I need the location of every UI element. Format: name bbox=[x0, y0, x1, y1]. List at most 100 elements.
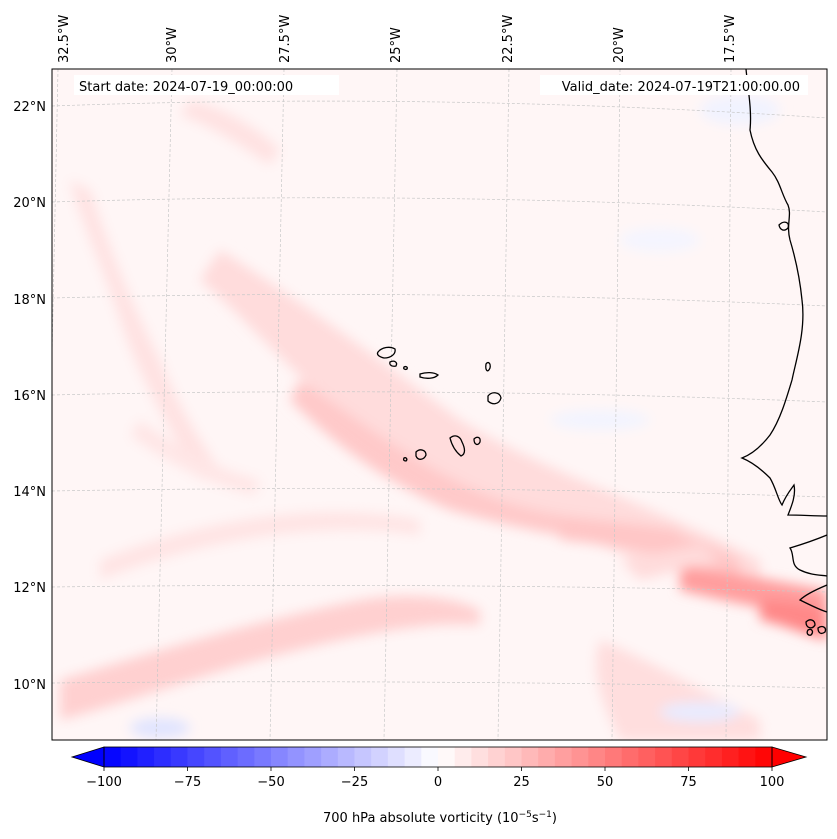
colorbar-cell bbox=[154, 747, 172, 767]
start-date-text: Start date: 2024-07-19_00:00:00 bbox=[79, 80, 293, 95]
lon-label: 27.5°W bbox=[278, 15, 293, 63]
colorbar-label: 700 hPa absolute vorticity (10−5s−1) bbox=[323, 810, 557, 826]
graticule-meridian bbox=[155, 69, 173, 740]
cabo-verde-sal bbox=[485, 361, 491, 372]
graticule-parallel bbox=[52, 294, 827, 307]
colorbar-cell bbox=[271, 747, 289, 767]
latitude-labels: 22°N 20°N 18°N 16°N 14°N 12°N 10°N bbox=[13, 100, 46, 693]
map-background bbox=[52, 69, 827, 740]
graticule-parallel bbox=[52, 584, 827, 593]
vorticity-band bbox=[200, 250, 760, 600]
colorbar-cell bbox=[705, 747, 723, 767]
colorbar-tick-label: −25 bbox=[341, 775, 368, 790]
colorbar-cell bbox=[588, 747, 606, 767]
colorbar-cell bbox=[655, 747, 673, 767]
colorbar-cell bbox=[454, 747, 472, 767]
lat-label: 10°N bbox=[13, 678, 46, 693]
vorticity-field bbox=[60, 95, 827, 740]
colorbar-cell bbox=[187, 747, 205, 767]
colorbar-cell bbox=[554, 747, 573, 767]
graticule-meridian bbox=[497, 69, 510, 740]
colorbar-cell bbox=[471, 747, 489, 767]
colorbar-cell bbox=[337, 747, 356, 767]
cabo-verde-sao-nicolau bbox=[419, 371, 439, 379]
colorbar-cell bbox=[538, 747, 556, 767]
graticule-parallel bbox=[52, 391, 827, 403]
graticule bbox=[52, 69, 827, 740]
colorbar-cell bbox=[137, 747, 155, 767]
vorticity-band bbox=[180, 100, 280, 165]
colorbar-cell bbox=[287, 747, 305, 767]
colorbar-tick-label: 25 bbox=[513, 775, 530, 790]
vorticity-band bbox=[130, 420, 260, 495]
colorbar-cell bbox=[721, 747, 740, 767]
vorticity-negative-patch bbox=[660, 702, 740, 722]
colorbar-cell bbox=[605, 747, 623, 767]
colorbar: −100 −75 −50 −25 0 25 50 75 100 700 hPa absolute… bbox=[70, 746, 808, 826]
colorbar-cell bbox=[220, 747, 239, 767]
colorbar-cell bbox=[421, 747, 439, 767]
bijagos-islands bbox=[806, 628, 814, 636]
colorbar-cell bbox=[354, 747, 372, 767]
colorbar-tick-label: 50 bbox=[597, 775, 614, 790]
lat-label: 22°N bbox=[13, 100, 46, 115]
vorticity-negative-patch bbox=[700, 95, 780, 125]
start-date-background bbox=[74, 75, 339, 95]
lon-label: 17.5°W bbox=[723, 15, 738, 63]
colorbar-tick-label: 0 bbox=[434, 775, 442, 790]
colorbar-cell bbox=[120, 747, 138, 767]
graticule-parallel bbox=[52, 100, 827, 119]
colorbar-cell bbox=[387, 747, 406, 767]
colorbar-cell bbox=[488, 747, 506, 767]
coastlines bbox=[376, 69, 827, 636]
cabo-verde-fogo bbox=[415, 449, 427, 460]
vorticity-negative-patch bbox=[130, 718, 190, 738]
cabo-verde-boa-vista bbox=[487, 392, 502, 405]
vorticity-band bbox=[100, 512, 420, 580]
lat-label: 20°N bbox=[13, 196, 46, 211]
bijagos-islands bbox=[805, 619, 816, 629]
colorbar-cell bbox=[438, 747, 456, 767]
valid-date-background bbox=[540, 75, 808, 95]
colorbar-cell bbox=[204, 747, 222, 767]
colorbar-cell bbox=[404, 747, 422, 767]
colorbar-cell bbox=[104, 747, 122, 767]
cabo-verde-santa-luzia bbox=[403, 365, 408, 371]
lat-label: 16°N bbox=[13, 389, 46, 404]
vorticity-negative-patch bbox=[550, 410, 650, 430]
lon-label: 32.5°W bbox=[57, 15, 72, 63]
map-frame bbox=[51, 68, 828, 741]
graticule-meridian bbox=[611, 69, 621, 740]
lon-label: 30°W bbox=[165, 27, 180, 63]
lon-label: 22.5°W bbox=[501, 15, 516, 63]
graticule-meridian bbox=[269, 69, 285, 740]
colorbar-cell bbox=[671, 747, 690, 767]
colorbar-cell bbox=[571, 747, 589, 767]
colorbar-ticks: −100 −75 −50 −25 0 25 50 75 100 bbox=[86, 767, 784, 790]
colorbar-cell bbox=[321, 747, 339, 767]
colorbar-cell bbox=[304, 747, 322, 767]
mauritania-inlet bbox=[778, 221, 790, 231]
africa-coastline bbox=[740, 69, 827, 517]
colorbar-cell bbox=[738, 747, 756, 767]
cabo-verde-sao-vicente bbox=[389, 360, 398, 367]
cabo-verde-santiago bbox=[449, 435, 466, 457]
graticule-parallel bbox=[52, 197, 827, 213]
bijagos-islands bbox=[817, 625, 827, 635]
colorbar-cell bbox=[170, 747, 189, 767]
cabo-verde-santo-antao bbox=[376, 346, 396, 359]
colorbar-extend-min bbox=[70, 746, 105, 768]
colorbar-cell bbox=[638, 747, 656, 767]
colorbar-cell bbox=[254, 747, 272, 767]
colorbar-cell bbox=[237, 747, 255, 767]
colorbar-cell bbox=[371, 747, 389, 767]
colorbar-tick-label: −75 bbox=[174, 775, 201, 790]
colorbar-cell bbox=[755, 747, 773, 767]
lon-label: 25°W bbox=[389, 27, 404, 63]
lat-label: 14°N bbox=[13, 485, 46, 500]
colorbar-tick-label: −100 bbox=[86, 775, 122, 790]
cabo-verde-brava bbox=[402, 457, 408, 462]
vorticity-negative-patch bbox=[620, 228, 700, 252]
vorticity-band bbox=[60, 595, 480, 720]
